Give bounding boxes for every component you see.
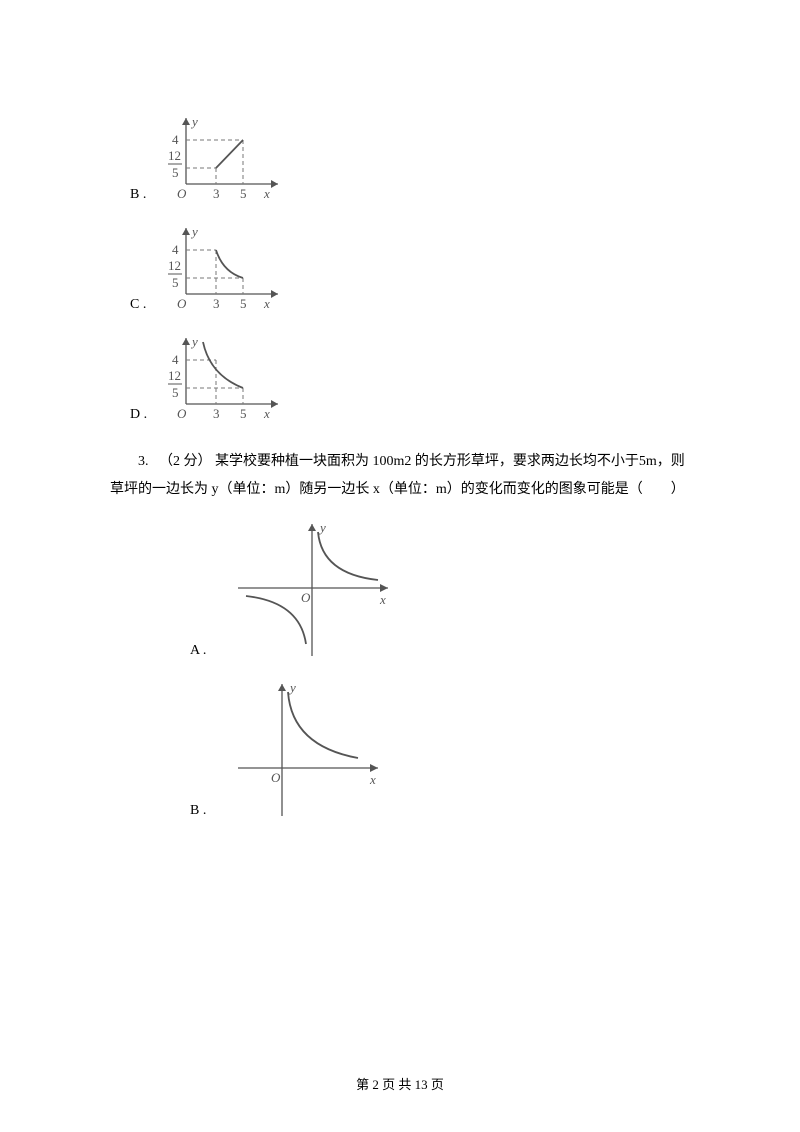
option-a-row: A . O x y: [190, 516, 690, 666]
option-a-label: A .: [190, 640, 220, 662]
footer-total: 13: [415, 1077, 428, 1092]
y-axis-label: y: [190, 114, 198, 129]
svg-text:4: 4: [172, 242, 179, 257]
option-d-label: D .: [130, 404, 160, 426]
svg-text:O: O: [301, 590, 311, 605]
q3-points: （2 分）: [159, 454, 212, 469]
footer-mid: 页 共: [379, 1077, 415, 1092]
svg-text:3: 3: [213, 406, 220, 421]
svg-text:5: 5: [172, 275, 179, 290]
svg-text:5: 5: [240, 406, 247, 421]
footer-suffix: 页: [428, 1077, 444, 1092]
option-b-label: B .: [130, 184, 160, 206]
option-b-chart: 4 12 5 O 3 5 x y: [168, 110, 288, 210]
svg-text:4: 4: [172, 352, 179, 367]
svg-text:y: y: [318, 520, 326, 535]
option-d-row: D . 4 12 5 O 3 5 x y: [130, 330, 690, 430]
svg-text:3: 3: [213, 296, 220, 311]
option-c-chart: 4 12 5 O 3 5 x y: [168, 220, 288, 320]
x-axis-label: x: [263, 186, 270, 201]
y-tick-12: 12: [168, 148, 181, 163]
svg-text:x: x: [263, 406, 270, 421]
y-tick-5: 5: [172, 165, 179, 180]
svg-text:O: O: [271, 770, 281, 785]
footer-prefix: 第: [356, 1077, 372, 1092]
svg-text:O: O: [177, 296, 187, 311]
x-tick-3: 3: [213, 186, 220, 201]
page-container: B . 4 12 5 O 3: [0, 0, 800, 1132]
option-b2-row: B . O x y: [190, 676, 690, 826]
y-tick-4: 4: [172, 132, 179, 147]
option-a-chart: O x y: [228, 516, 398, 666]
svg-text:12: 12: [168, 368, 181, 383]
q3-number: 3.: [138, 454, 149, 469]
svg-text:x: x: [369, 772, 376, 787]
option-c-label: C .: [130, 294, 160, 316]
option-b2-chart: O x y: [228, 676, 398, 826]
svg-text:y: y: [190, 334, 198, 349]
option-b2-label: B .: [190, 800, 220, 822]
option-d-chart: 4 12 5 O 3 5 x y: [168, 330, 288, 430]
option-b-row: B . 4 12 5 O 3: [130, 110, 690, 210]
svg-text:12: 12: [168, 258, 181, 273]
svg-text:y: y: [190, 224, 198, 239]
option-c-row: C . 4 12 5 O 3 5 x y: [130, 220, 690, 320]
page-footer: 第 2 页 共 13 页: [0, 1075, 800, 1096]
svg-text:x: x: [379, 592, 386, 607]
svg-text:O: O: [177, 406, 187, 421]
svg-text:5: 5: [240, 296, 247, 311]
x-tick-5: 5: [240, 186, 247, 201]
origin-label: O: [177, 186, 187, 201]
svg-text:x: x: [263, 296, 270, 311]
question-3-text: 3. （2 分） 某学校要种植一块面积为 100m2 的长方形草坪，要求两边长均…: [110, 448, 690, 504]
svg-text:5: 5: [172, 385, 179, 400]
svg-text:y: y: [288, 680, 296, 695]
